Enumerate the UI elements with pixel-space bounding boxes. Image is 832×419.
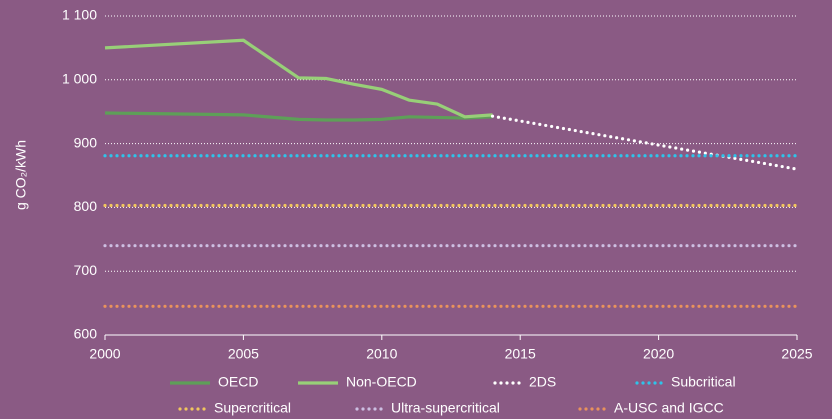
x-tick-label: 2010 [366, 346, 397, 362]
y-axis-label: g CO₂/kWh [13, 140, 29, 210]
y-tick-label: 800 [74, 198, 98, 214]
legend-label: A-USC and IGCC [614, 400, 724, 416]
series-line [490, 114, 799, 171]
legend-label: Ultra-supercritical [391, 400, 500, 416]
x-tick-label: 2015 [505, 346, 536, 362]
legend-label: Non-OECD [346, 374, 417, 390]
y-tick-label: 900 [74, 134, 98, 150]
legend-label: 2DS [529, 374, 556, 390]
legend-label: Subcritical [671, 374, 736, 390]
y-tick-label: 700 [74, 262, 98, 278]
series-line [104, 38, 493, 119]
y-tick-label: 600 [74, 326, 98, 342]
x-tick-label: 2005 [228, 346, 259, 362]
x-tick-label: 2025 [781, 346, 812, 362]
legend-label: Supercritical [214, 400, 291, 416]
legend-label: OECD [218, 374, 258, 390]
y-tick-label: 1 100 [62, 7, 97, 23]
y-tick-label: 1 000 [62, 71, 97, 87]
x-tick-label: 2000 [89, 346, 120, 362]
x-tick-label: 2020 [643, 346, 674, 362]
series-line [104, 111, 493, 122]
